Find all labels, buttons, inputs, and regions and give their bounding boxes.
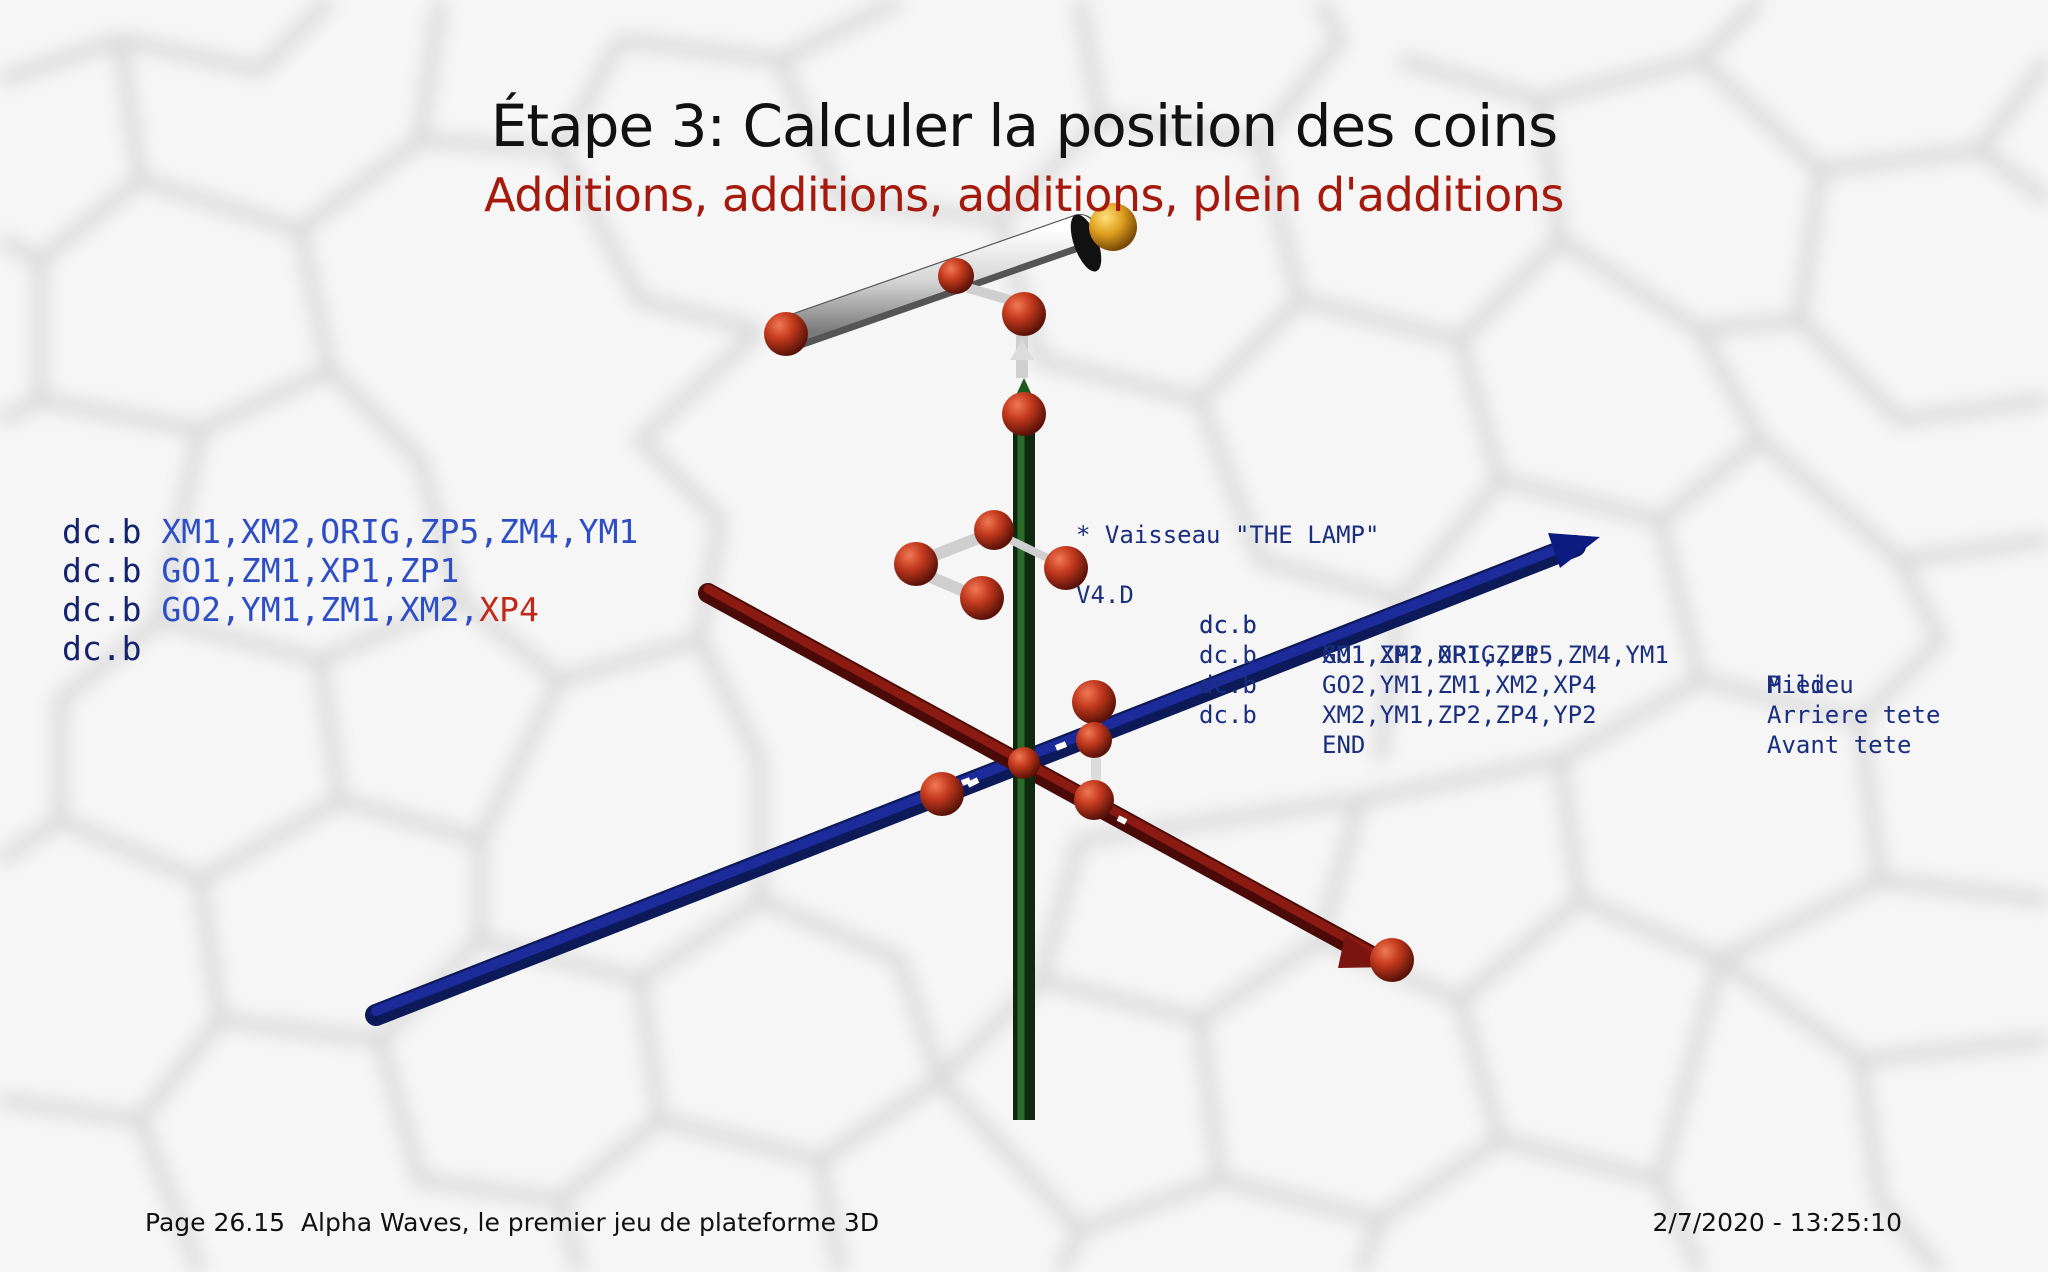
code-snippet-left: dc.b XM1,XM2,ORIG,ZP5,ZM4,YM1 dc.b GO1,Z…	[62, 512, 638, 668]
code-comment: Arriere tete	[1767, 701, 1941, 729]
code-op: dc.b	[1199, 701, 1257, 729]
code-line: dc.b GO2,YM1,ZM1,XM2,XP4	[62, 590, 638, 629]
code-args: XM1,XP2,ORIG,ZP5,ZM4,YM1	[1322, 641, 1669, 669]
code-op: dc.b	[1199, 641, 1257, 669]
code-header: * Vaisseau "THE LAMP"	[1076, 521, 1380, 549]
code-row: dc.b GO2,YM1,ZM1,XM2,XP4 Arriere tete	[1076, 610, 1940, 729]
code-args: XM1,XM2,ORIG,ZP5,ZM4,YM1	[161, 512, 639, 551]
code-row: dc.b END	[1076, 670, 1379, 759]
code-args: GO2,YM1,ZM1,XM2,XP4	[1322, 671, 1597, 699]
lamp-head	[764, 203, 1137, 436]
code-keyword: dc.b	[62, 629, 142, 668]
lamp-bulb	[1089, 203, 1137, 251]
code-row: V4.D dc.b XM1,XP2,ORIG,ZP5,ZM4,YM1 Pied	[1076, 550, 1825, 699]
code-keyword: dc.b	[62, 551, 142, 590]
lamp-middle	[894, 510, 1088, 620]
footer-timestamp: 2/7/2020 - 13:25:10	[1652, 1208, 1902, 1237]
code-line: dc.b XM1,XM2,ORIG,ZP5,ZM4,YM1	[62, 512, 638, 551]
code-op: dc.b	[1199, 611, 1257, 639]
code-row: dc.b XM2,YM1,ZP2,ZP4,YP2 Avant tete	[1076, 640, 1912, 759]
connectors	[960, 741, 1128, 825]
code-op: dc.b	[1199, 611, 1257, 639]
footer-text: Alpha Waves, le premier jeu de plateform…	[300, 1208, 880, 1237]
code-comment: Milieu	[1767, 671, 1854, 699]
code-op: dc.b	[1199, 671, 1257, 699]
code-args: GO2,YM1,ZM1,XM2,	[161, 590, 480, 629]
code-keyword: dc.b	[62, 590, 142, 629]
code-label: V4.D	[1076, 581, 1134, 609]
slide-subtitle: Additions, additions, additions, plein d…	[484, 168, 1564, 222]
code-highlight: XP4	[479, 590, 539, 629]
code-line: dc.b GO1,ZM1,XP1,ZP1	[62, 551, 638, 590]
code-args: XM2,YM1,ZP2,ZP4,YP2	[1322, 701, 1597, 729]
code-keyword: dc.b	[62, 512, 142, 551]
page-number: Page 26.15	[145, 1208, 286, 1237]
lamp-foot	[920, 680, 1414, 982]
code-args: GO1,ZM1,XP1,ZP1	[161, 551, 460, 590]
code-listing-right: * Vaisseau "THE LAMP" V4.D dc.b XM1,XP2,…	[1076, 520, 1940, 759]
z-axis-arrowhead	[1548, 533, 1600, 568]
code-row: dc.b GO1,ZM1,XP1,ZP1 Milieu	[1076, 580, 1854, 699]
footer-caption: Page 26.15 Alpha Waves, le premier jeu d…	[145, 1208, 879, 1237]
code-args: GO1,ZM1,XP1,ZP1	[1322, 641, 1539, 669]
code-comment: Pied	[1767, 671, 1825, 699]
code-comment: Avant tete	[1767, 731, 1912, 759]
code-line: dc.b	[62, 629, 638, 668]
slide-title: Étape 3: Calculer la position des coins	[490, 92, 1559, 160]
code-args: END	[1322, 731, 1366, 759]
